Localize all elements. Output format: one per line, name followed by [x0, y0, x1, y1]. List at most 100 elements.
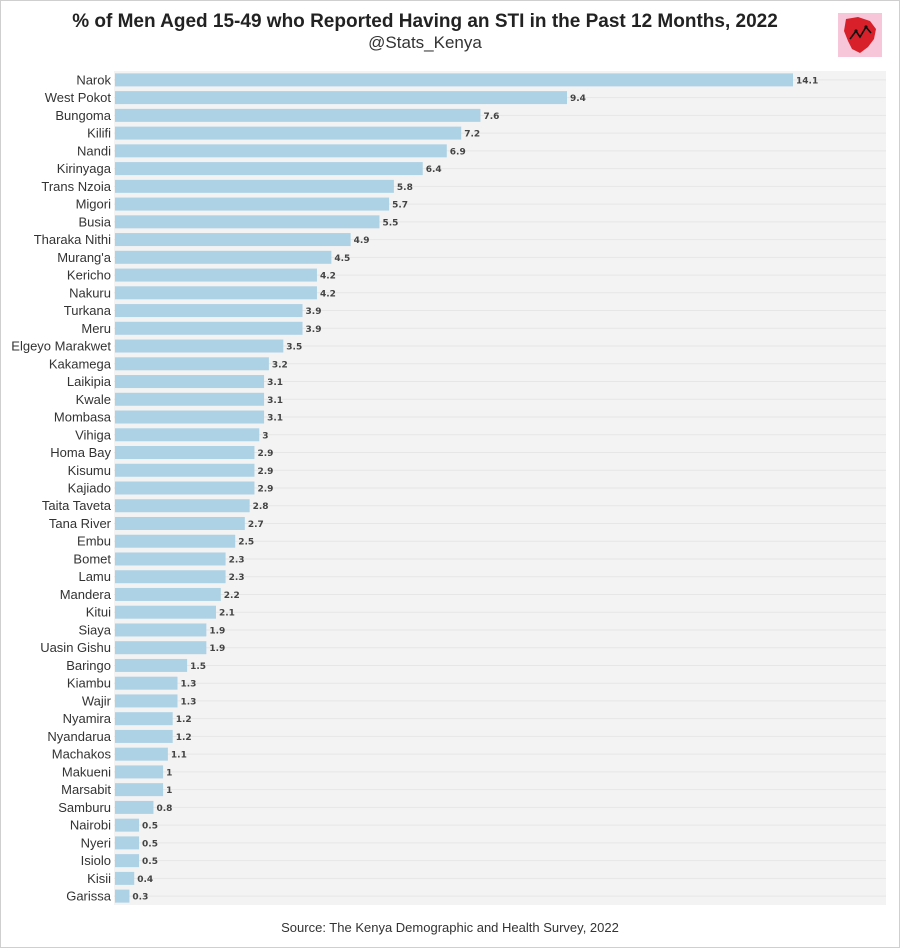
bar [115, 463, 255, 477]
bar [115, 605, 216, 619]
bar [115, 623, 207, 637]
category-label: Nakuru [69, 285, 111, 300]
category-label: Busia [78, 214, 111, 229]
value-label: 1.2 [176, 715, 192, 725]
value-label: 5.7 [392, 201, 408, 211]
bar [115, 108, 481, 122]
bar [115, 871, 135, 885]
value-label: 9.4 [570, 94, 586, 104]
bar [115, 694, 178, 708]
value-label: 1.5 [190, 662, 206, 672]
value-label: 2.8 [253, 502, 269, 512]
value-label: 3.1 [267, 414, 283, 424]
value-labels-group: 14.1 9.4 7.67.2 6.9 6.4 5.8 5.7 5.5 4.9 4.5 4.2 4.2… [132, 76, 818, 902]
value-label: 6.9 [450, 147, 466, 157]
bar [115, 676, 178, 690]
value-label: 1 [166, 768, 172, 778]
category-label: Kakamega [49, 356, 112, 371]
kenya-map-logo [838, 13, 882, 57]
value-label: 0.4 [137, 875, 153, 885]
bar [115, 729, 173, 743]
value-label: 3.9 [306, 325, 322, 335]
bar [115, 428, 260, 442]
bar [115, 800, 154, 814]
category-label: Meru [81, 321, 111, 336]
category-label: Makueni [62, 764, 111, 779]
category-label: Nyamira [63, 711, 112, 726]
value-label: 4.2 [320, 272, 336, 282]
bar [115, 162, 423, 176]
bar [115, 783, 164, 797]
category-label: Garissa [66, 889, 112, 904]
category-label: Narok [76, 72, 111, 87]
bar [115, 144, 447, 158]
category-label: Homa Bay [50, 445, 111, 460]
category-label: Kericho [67, 268, 111, 283]
category-label: Marsabit [61, 782, 111, 797]
bar [115, 179, 394, 193]
bar [115, 889, 130, 903]
bar [115, 854, 140, 868]
value-label: 2.7 [248, 520, 264, 530]
bar [115, 658, 188, 672]
category-label: Kilifi [87, 126, 111, 141]
bar [115, 321, 303, 335]
category-label: West Pokot [45, 90, 112, 105]
value-label: 1.1 [171, 751, 187, 761]
value-label: 0.5 [142, 857, 158, 867]
value-label: 4.2 [320, 289, 336, 299]
value-label: 1.3 [181, 680, 197, 690]
bar [115, 481, 255, 495]
category-label: Migori [76, 197, 112, 212]
category-label: Kirinyaga [57, 161, 112, 176]
bar [115, 818, 140, 832]
category-label: Taita Taveta [42, 498, 112, 513]
bar [115, 446, 255, 460]
category-label: Turkana [64, 303, 112, 318]
value-label: 3.1 [267, 378, 283, 388]
bar [115, 836, 140, 850]
bar [115, 410, 265, 424]
bar [115, 126, 462, 140]
bar [115, 747, 168, 761]
category-label: Bomet [73, 551, 111, 566]
value-label: 0.5 [142, 839, 158, 849]
value-label: 3 [262, 431, 268, 441]
category-label: Kitui [86, 605, 111, 620]
category-label: Nyandarua [47, 729, 111, 744]
bar [115, 339, 284, 353]
chart-title: % of Men Aged 15-49 who Reported Having … [72, 11, 778, 32]
category-label: Nyeri [81, 835, 111, 850]
value-label: 3.1 [267, 396, 283, 406]
category-label: Kajiado [68, 481, 111, 496]
value-label: 4.9 [354, 236, 370, 246]
value-label: 1.9 [209, 644, 225, 654]
value-label: 0.5 [142, 822, 158, 832]
value-label: 0.3 [132, 893, 148, 903]
value-label: 7.6 [483, 112, 499, 122]
value-label: 2.2 [224, 591, 240, 601]
category-label: Lamu [78, 569, 111, 584]
category-labels-group: Narok West Pokot Bungoma Kilifi Nandi Kirinya… [11, 72, 111, 903]
bar [115, 641, 207, 655]
value-label: 6.4 [426, 165, 442, 175]
category-label: Machakos [52, 747, 112, 762]
value-label: 2.5 [238, 538, 254, 548]
category-label: Tana River [49, 516, 112, 531]
bar [115, 304, 303, 318]
value-label: 5.8 [397, 183, 413, 193]
value-label: 3.9 [306, 307, 322, 317]
category-label: Tharaka Nithi [34, 232, 111, 247]
category-label: Uasin Gishu [40, 640, 111, 655]
value-label: 3.2 [272, 360, 288, 370]
value-label: 4.5 [334, 254, 350, 264]
bar [115, 516, 245, 530]
value-label: 0.8 [156, 804, 172, 814]
bar [115, 357, 269, 371]
bar [115, 91, 567, 105]
bar [115, 197, 390, 211]
bar [115, 215, 380, 229]
category-label: Laikipia [67, 374, 112, 389]
bar [115, 552, 226, 566]
category-label: Isiolo [81, 853, 111, 868]
